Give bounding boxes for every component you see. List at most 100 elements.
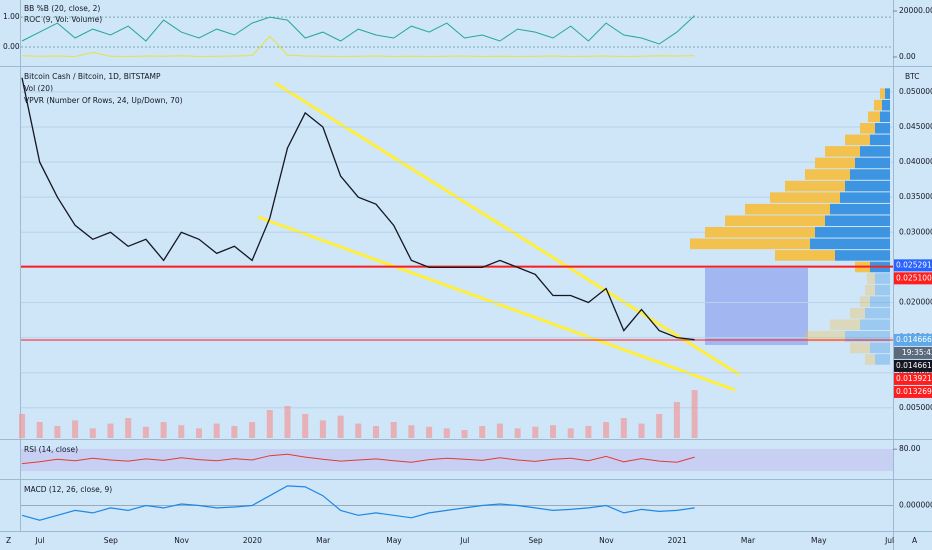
vpvr-up <box>860 296 870 307</box>
countdown: 19:35:43 <box>902 348 932 357</box>
macd-label: MACD (12, 26, close, 9) <box>24 485 112 494</box>
volume-bar <box>89 428 96 438</box>
price-label-bg <box>894 272 932 285</box>
price-label: 0.01466643 <box>896 335 932 344</box>
x-tick-label: Jul <box>459 536 469 545</box>
volume-bar <box>550 425 556 438</box>
price-label-bg <box>894 359 932 372</box>
volume-bar <box>125 418 132 438</box>
volume-bar <box>620 418 627 438</box>
vpvr-down <box>880 111 890 123</box>
y-tick-label: 0.02000000 <box>899 297 932 306</box>
vpvr-down <box>865 307 890 319</box>
vpvr-down <box>870 296 890 307</box>
volume-bar <box>19 414 25 438</box>
vpvr-down <box>875 123 890 134</box>
x-tick-label: Mar <box>316 536 331 545</box>
vpvr-up <box>865 284 875 296</box>
price-line <box>21 77 695 341</box>
volume-bar <box>231 426 238 438</box>
vpvr-up <box>690 238 810 250</box>
volume-bar <box>160 422 167 438</box>
volume-bar <box>461 430 468 438</box>
volume-bar <box>142 426 149 438</box>
vpvr-up <box>865 354 875 365</box>
vpvr-up <box>850 307 865 319</box>
y-tick-label: 0.01000000 <box>899 368 932 377</box>
volume-bar <box>337 415 344 438</box>
y-tick-label: 0.03500000 <box>899 192 932 201</box>
volume-bar <box>567 428 574 438</box>
y-tick-label: 0.00000000 <box>899 501 932 510</box>
volume-bar <box>656 414 663 438</box>
vpvr-down <box>810 238 890 250</box>
vpvr-down <box>845 180 890 192</box>
corner: Z <box>6 536 11 545</box>
volume-bar <box>302 414 309 438</box>
x-tick-label: Sep <box>104 536 118 545</box>
vpvr-up <box>770 192 840 203</box>
volume-bar <box>673 402 680 438</box>
price-label: 0.02510098 <box>896 273 932 282</box>
volume-bar <box>532 426 539 438</box>
volume-bar <box>213 423 220 438</box>
vpvr-up <box>825 146 860 157</box>
price-label: 0.01392196 <box>896 374 932 383</box>
vpvr-up <box>805 169 850 180</box>
y2-tick-label: 20000.00 <box>899 6 932 15</box>
roc-label: ROC (9, Vol: Volume) <box>24 15 102 24</box>
x-tick-label: Jul <box>34 536 44 545</box>
volume-bar <box>603 422 610 438</box>
vpvr-up <box>815 157 855 169</box>
volume-bar <box>72 420 79 438</box>
volume-bar <box>638 423 645 438</box>
vpvr-up <box>775 250 835 261</box>
vpvr-down <box>885 88 890 99</box>
volume-bar <box>691 390 698 438</box>
rsi-band <box>21 449 893 471</box>
vpvr-down <box>855 157 890 169</box>
volume-bar <box>107 423 114 438</box>
vpvr-up <box>874 99 882 111</box>
vpvr-up <box>805 331 845 342</box>
corner: A <box>912 536 918 545</box>
y-tick-label: 0.05000000 <box>899 87 932 96</box>
vpvr-up <box>725 215 825 227</box>
vpvr-down <box>875 354 890 365</box>
volume-bar <box>373 426 379 438</box>
range-box <box>705 268 808 345</box>
volume-bar <box>355 423 362 438</box>
vpvr-up <box>880 88 885 99</box>
vpvr-down <box>875 273 890 284</box>
y2-tick-label: 0.00 <box>899 52 916 61</box>
vpvr-down <box>870 134 890 146</box>
vpvr-up <box>785 180 845 192</box>
rsi-line <box>21 453 695 465</box>
volume-bar <box>426 426 433 438</box>
vpvr-up <box>745 203 830 215</box>
vpvr-down <box>850 169 890 180</box>
volume-bar <box>479 426 486 438</box>
volume-bar <box>514 428 521 438</box>
chart-title: Bitcoin Cash / Bitcoin, 1D, BITSTAMP <box>24 72 161 81</box>
currency: BTC <box>905 72 920 81</box>
indicator-label: VPVR (Number Of Rows, 24, Up/Down, 70) <box>24 96 183 105</box>
price-label-bg <box>894 333 932 346</box>
roc-line <box>21 35 695 58</box>
price-label-bg <box>894 372 932 385</box>
volume-bar <box>319 420 326 438</box>
macd-line <box>21 485 695 521</box>
trend-lines <box>257 81 741 392</box>
vpvr-down <box>825 215 890 227</box>
vpvr-down <box>835 250 890 261</box>
volume-bar <box>196 428 202 438</box>
y-tick-label: 0.03000000 <box>899 227 932 236</box>
price-label: 0.01466124 <box>896 361 932 370</box>
price-label-bg <box>894 385 932 398</box>
volume-bar <box>36 422 43 438</box>
x-tick-label: Jul <box>884 536 894 545</box>
x-tick-label: Sep <box>529 536 543 545</box>
volume-bar <box>443 428 450 438</box>
bb-label: BB %B (20, close, 2) <box>24 4 100 13</box>
y-tick-label: 80.00 <box>899 444 921 453</box>
